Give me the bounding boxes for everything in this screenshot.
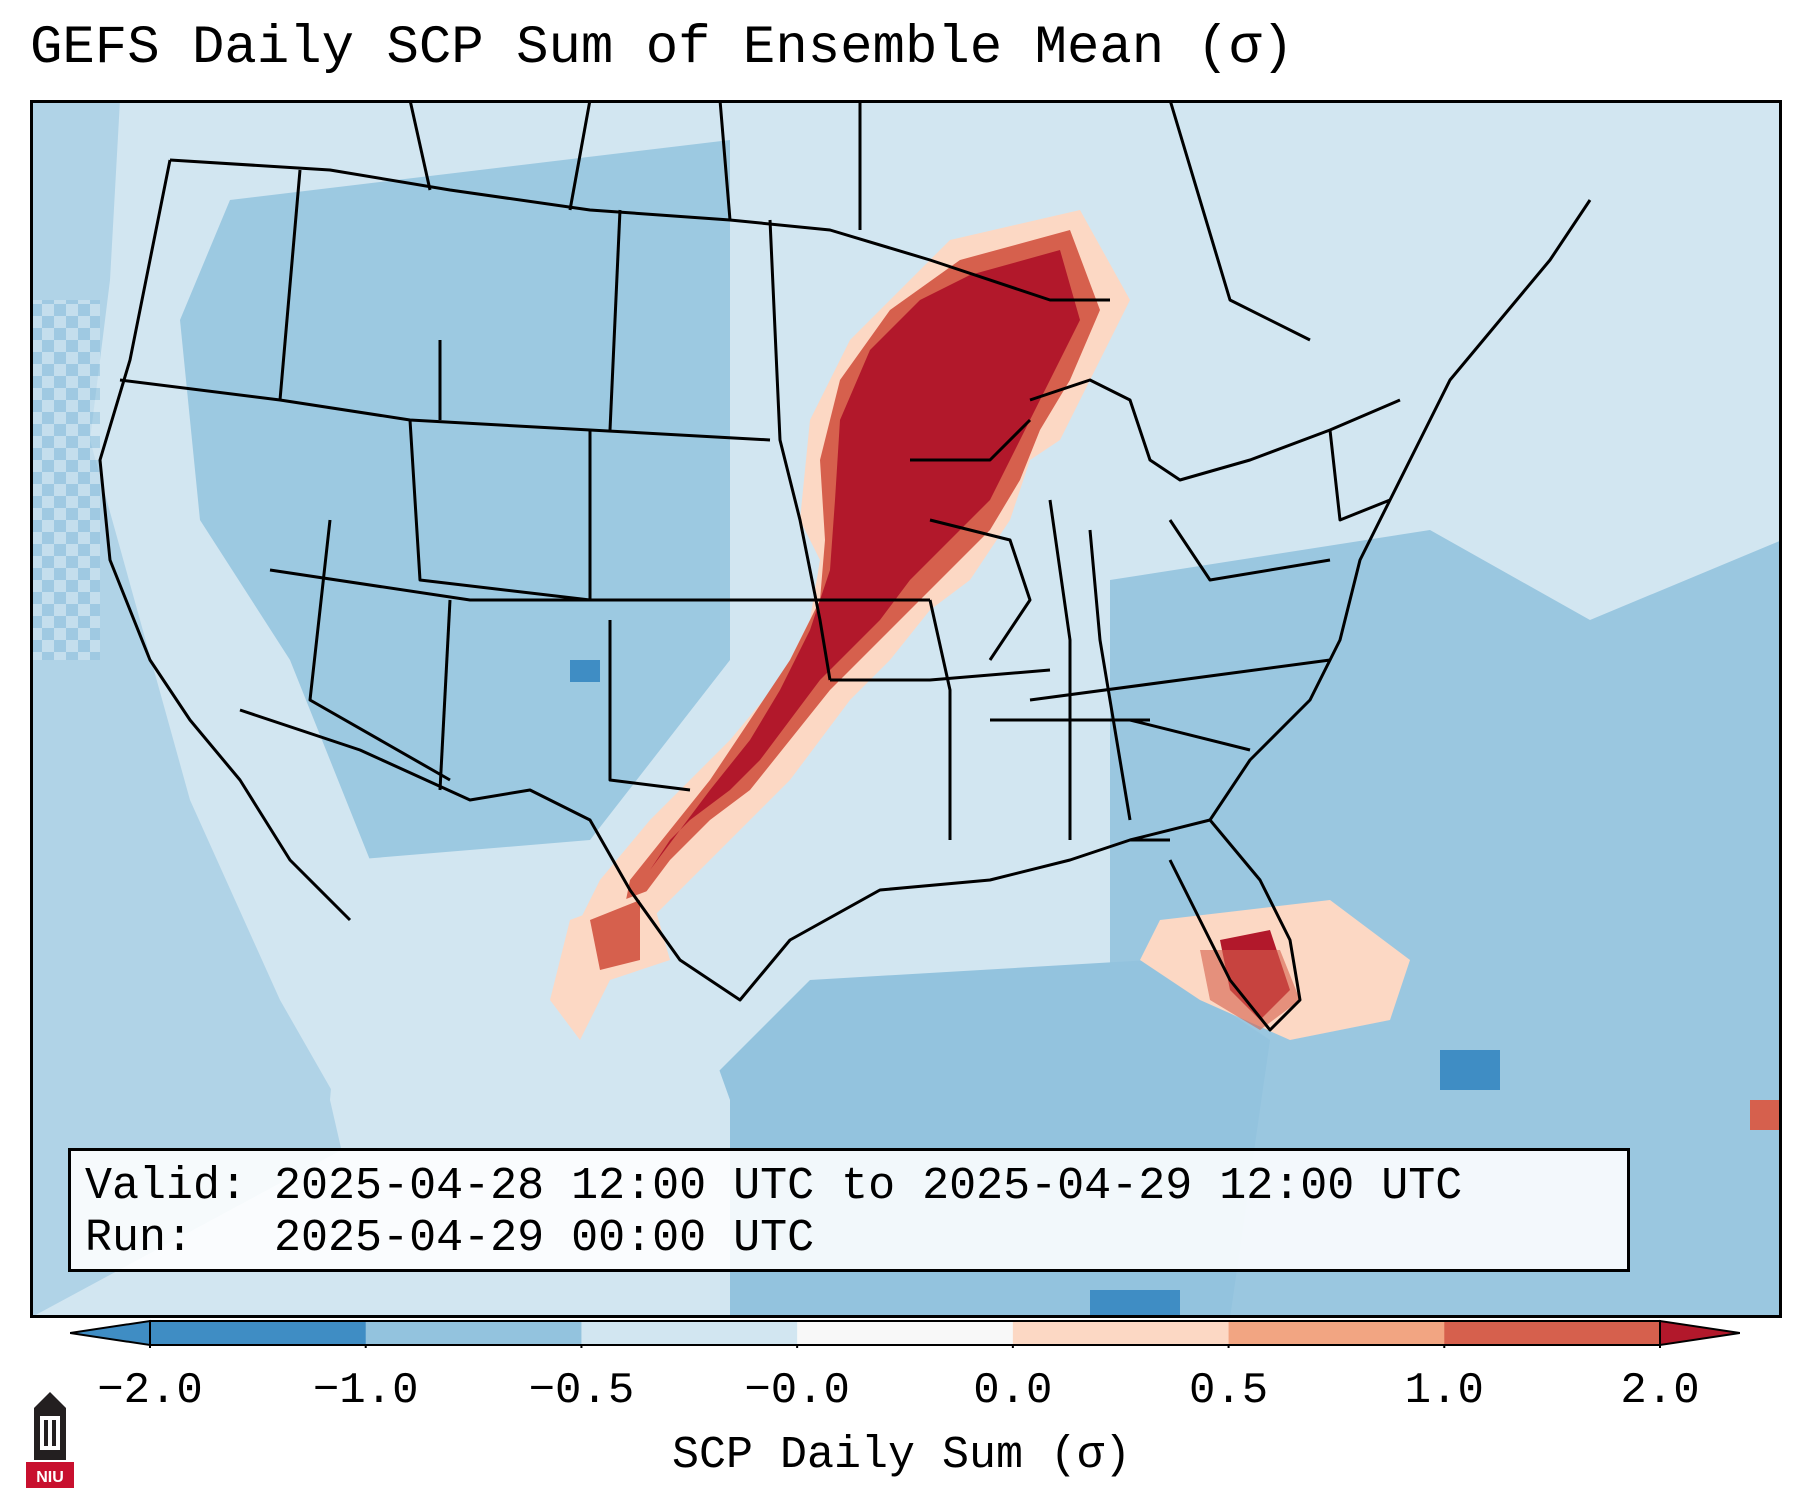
anomaly-map [30,100,1782,1318]
pacific-shade [30,100,360,1318]
colorbar-tick-label: 2.0 [1620,1366,1700,1416]
colorbar-tick-label: 0.5 [1188,1366,1269,1416]
colorbar-segment [1444,1321,1661,1345]
colorbar-tick-label: −0.5 [528,1366,635,1416]
mexico-border [239,708,1170,1002]
east-us-shade [1110,530,1782,1318]
colorbar-segment [150,1321,367,1345]
canada-line [718,100,732,221]
state-line [928,599,952,840]
valid-line: Valid: 2025-04-28 12:00 UTC to 2025-04-2… [85,1161,1462,1212]
state-line [269,568,590,602]
valid-value: 2025-04-28 12:00 UTC to 2025-04-29 12:00… [274,1161,1463,1212]
valid-run-infobox: Valid: 2025-04-28 12:00 UTC to 2025-04-2… [68,1148,1630,1272]
chart-title: GEFS Daily SCP Sum of Ensemble Mean (σ) [30,18,1294,79]
canada-line [408,100,432,191]
state-line [278,169,302,401]
niu-tower-logo-icon: NIU [26,1392,74,1488]
west-us-shade [180,140,730,960]
low-anomaly-cell [1440,1050,1500,1090]
colorbar-tick-label: 1.0 [1404,1366,1484,1416]
colorbar-segment [1228,1321,1445,1345]
colorbar-tick-label: 0.0 [973,1366,1053,1416]
state-line [768,219,832,681]
state-line [608,209,622,431]
low-anomaly-cell [570,660,600,682]
west-coast [98,159,352,922]
state-line [608,620,691,792]
high-anomaly-core [650,250,1080,870]
great-lakes [1029,378,1401,482]
state-line [308,519,451,782]
colorbar-extend-low [70,1319,151,1347]
state-line [1328,429,1391,522]
logo-label: NIU [36,1469,64,1486]
colorbar-segment [797,1321,1014,1345]
colorbar-title: SCP Daily Sum (σ) [671,1430,1132,1481]
low-anomaly-cell [1090,1290,1180,1318]
florida-outline [1129,818,1302,1032]
run-value: 2025-04-29 00:00 UTC [274,1213,815,1264]
state-line [1048,499,1072,840]
boundary-lines [98,100,1592,1032]
colorbar-segment [581,1321,798,1345]
pacific-mottle [30,300,100,660]
state-line [438,599,452,791]
run-label: Run: [85,1213,194,1264]
state-line [1129,718,1251,752]
colorbar-tick-label: −0.0 [744,1366,850,1416]
canada-line [1168,100,1311,342]
colorbar-tick-label: −1.0 [312,1366,419,1416]
state-line [1029,658,1331,702]
canada-line [568,100,592,211]
state-line [830,668,1051,682]
state-line [910,418,1032,462]
valid-label: Valid: [85,1161,248,1212]
colorbar-tick-label: −2.0 [97,1366,203,1416]
map-panel [30,100,1782,1318]
state-line [1088,529,1132,821]
colorbar-segment [1012,1321,1230,1345]
south-texas-high-core [590,900,640,970]
run-line: Run: 2025-04-29 00:00 UTC [85,1213,814,1264]
colorbar [70,1319,1740,1348]
caribbean-high-cell [1750,1100,1782,1130]
state-line [929,518,1032,661]
state-line [1168,519,1331,582]
colorbar-extend-high [1659,1319,1740,1347]
colorbar-segment [365,1321,582,1345]
